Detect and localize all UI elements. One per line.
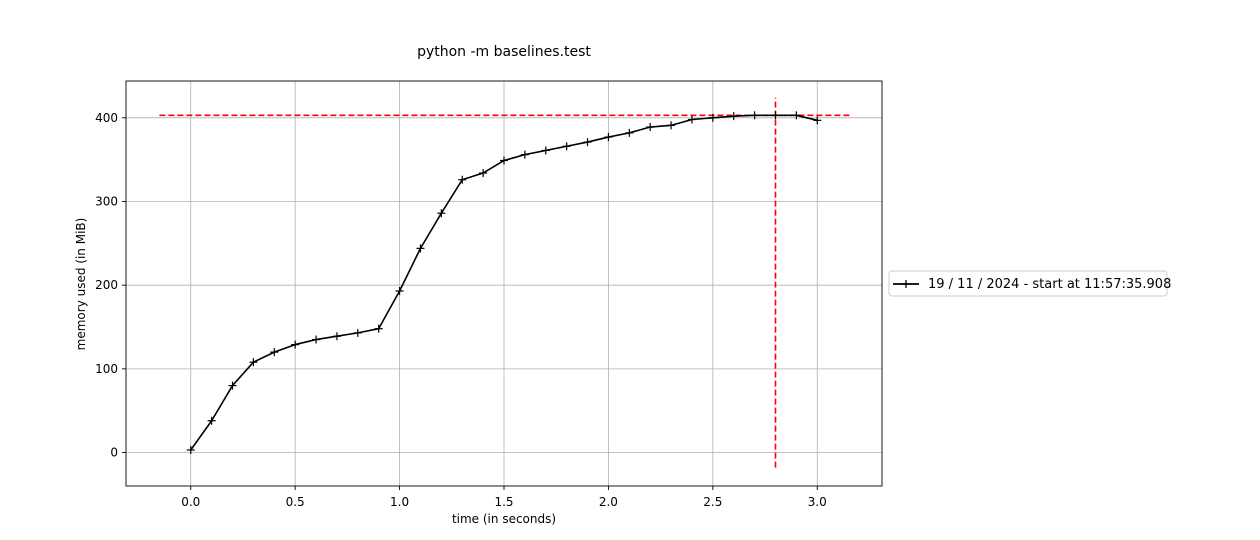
x-tick-label: 0.0 xyxy=(181,495,200,509)
chart-title: python -m baselines.test xyxy=(417,44,591,60)
data-point xyxy=(500,156,508,165)
data-point xyxy=(270,348,279,357)
y-tick-label: 200 xyxy=(95,278,118,292)
data-point xyxy=(520,150,529,159)
data-point xyxy=(792,111,801,120)
y-axis-ticks: 0 100 200 300 400 xyxy=(95,111,126,460)
data-point xyxy=(541,146,550,155)
reference-lines xyxy=(159,97,851,468)
data-point xyxy=(207,416,216,425)
y-tick-label: 300 xyxy=(95,194,118,208)
data-point xyxy=(646,123,655,132)
data-point xyxy=(813,116,822,125)
data-point xyxy=(583,138,592,147)
data-point xyxy=(312,335,321,344)
data-point xyxy=(249,358,258,367)
data-point xyxy=(395,287,404,296)
x-tick-label: 2.5 xyxy=(703,495,722,509)
data-point xyxy=(604,133,613,142)
data-point xyxy=(687,115,696,124)
y-tick-label: 400 xyxy=(95,111,118,125)
data-point xyxy=(291,340,300,349)
x-tick-label: 1.5 xyxy=(494,495,513,509)
x-tick-label: 3.0 xyxy=(808,495,827,509)
data-point xyxy=(729,112,738,121)
legend-label: 19 / 11 / 2024 - start at 11:57:35.908 xyxy=(928,277,1171,292)
legend-box xyxy=(888,270,1168,297)
y-axis-label: memory used (in MiB) xyxy=(74,218,88,351)
data-point xyxy=(458,175,467,184)
legend: 19 / 11 / 2024 - start at 11:57:35.908 xyxy=(888,270,1171,297)
data-point xyxy=(332,332,341,341)
data-point xyxy=(353,328,362,337)
x-tick-label: 1.0 xyxy=(390,495,409,509)
data-point xyxy=(437,209,446,218)
data-point xyxy=(667,121,676,130)
x-tick-label: 0.5 xyxy=(286,495,305,509)
x-axis-ticks: 0.0 0.5 1.0 1.5 2.0 2.5 3.0 xyxy=(181,486,827,509)
data-point xyxy=(374,324,383,333)
data-point xyxy=(416,244,425,253)
y-tick-label: 0 xyxy=(110,446,118,460)
x-axis-label: time (in seconds) xyxy=(452,512,556,526)
data-point xyxy=(228,381,237,390)
data-point xyxy=(562,142,571,151)
data-point xyxy=(625,128,634,137)
data-point xyxy=(708,113,717,122)
data-point xyxy=(771,111,780,120)
y-tick-label: 100 xyxy=(95,362,118,376)
data-point xyxy=(186,446,195,455)
data-point xyxy=(750,111,759,120)
grid xyxy=(126,81,882,486)
series-layer xyxy=(186,111,822,455)
data-point xyxy=(479,169,488,178)
x-tick-label: 2.0 xyxy=(599,495,618,509)
